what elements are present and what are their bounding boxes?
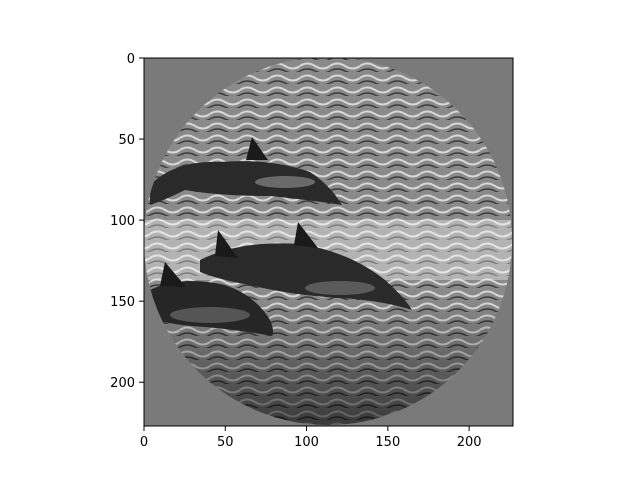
dolphin-photo xyxy=(144,58,512,425)
x-tick-label: 200 xyxy=(457,435,482,450)
x-tick-label: 150 xyxy=(375,435,400,450)
y-tick-label: 50 xyxy=(118,133,135,148)
y-tick-label: 200 xyxy=(110,376,135,391)
y-tick-label: 150 xyxy=(110,295,135,310)
plot-area xyxy=(143,57,514,427)
dolphin-top xyxy=(150,137,342,205)
y-tick-label: 100 xyxy=(110,214,135,229)
x-tick-label: 50 xyxy=(217,435,234,450)
x-tick-label: 0 xyxy=(140,435,148,450)
y-tick-label: 0 xyxy=(127,52,135,67)
x-tick-label: 100 xyxy=(294,435,319,450)
x-axis: 0 50 100 150 200 xyxy=(140,426,482,450)
axes-frame xyxy=(143,57,514,427)
dolphin-middle xyxy=(200,222,412,310)
y-axis: 0 50 100 150 200 xyxy=(110,52,144,391)
dolphin-bottom xyxy=(150,262,274,336)
